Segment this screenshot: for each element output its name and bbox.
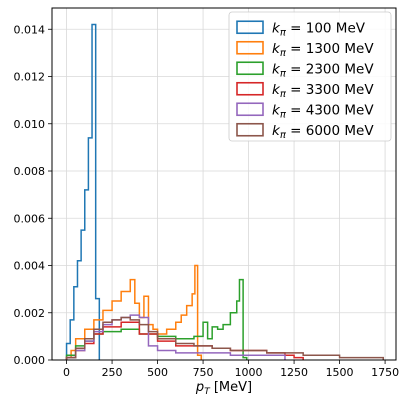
- legend-label: kπ = 1300 MeV: [272, 41, 374, 59]
- legend-swatch: [236, 20, 264, 35]
- x-tick-label: 1500: [326, 366, 354, 379]
- x-tick-label: 1000: [235, 366, 263, 379]
- y-tick-label: 0.010: [14, 118, 46, 131]
- legend-label: kπ = 2300 MeV: [272, 61, 374, 79]
- series-layer: [65, 23, 385, 360]
- series-4-step-line: [65, 314, 286, 360]
- y-tick-label: 0.014: [14, 23, 46, 36]
- x-ticks: 0 250 500 750 1000 1250 1500 1750: [63, 360, 399, 379]
- legend-swatch: [236, 102, 264, 117]
- x-tick-label: 1750: [371, 366, 399, 379]
- x-axis-label: pT [MeV]: [195, 380, 252, 397]
- x-tick-label: 1250: [280, 366, 308, 379]
- legend-swatch: [236, 81, 264, 96]
- y-ticks: 0.000 0.002 0.004 0.006 0.008 0.010 0.012 0.014: [14, 23, 52, 367]
- legend-label: kπ = 100 MeV: [272, 20, 366, 38]
- series-0-step-line: [65, 23, 101, 360]
- legend-swatch: [236, 61, 264, 76]
- y-tick-label: 0.002: [14, 307, 46, 320]
- series-3-step-line: [65, 321, 304, 360]
- legend-swatch: [236, 122, 264, 137]
- y-tick-label: 0.004: [14, 260, 46, 273]
- plot-frame: [51, 7, 397, 361]
- legend-box: [228, 11, 392, 142]
- legend-label: kπ = 6000 MeV: [272, 123, 374, 141]
- legend-label: kπ = 3300 MeV: [272, 82, 374, 100]
- legend: kπ = 100 MeV kπ = 1300 MeV kπ = 2300 MeV kπ…: [228, 11, 392, 142]
- x-tick-label: 0: [63, 366, 70, 379]
- legend-swatch: [236, 40, 264, 55]
- x-tick-label: 750: [193, 366, 214, 379]
- x-tick-label: 250: [102, 366, 123, 379]
- y-tick-label: 0.012: [14, 71, 46, 84]
- y-tick-label: 0.008: [14, 165, 46, 178]
- x-tick-label: 500: [147, 366, 168, 379]
- series-1-step-line: [65, 264, 202, 360]
- y-tick-label: 0.000: [14, 354, 46, 367]
- y-tick-label: 0.006: [14, 212, 46, 225]
- series-5-step-line: [65, 316, 385, 360]
- legend-label: kπ = 4300 MeV: [272, 102, 374, 120]
